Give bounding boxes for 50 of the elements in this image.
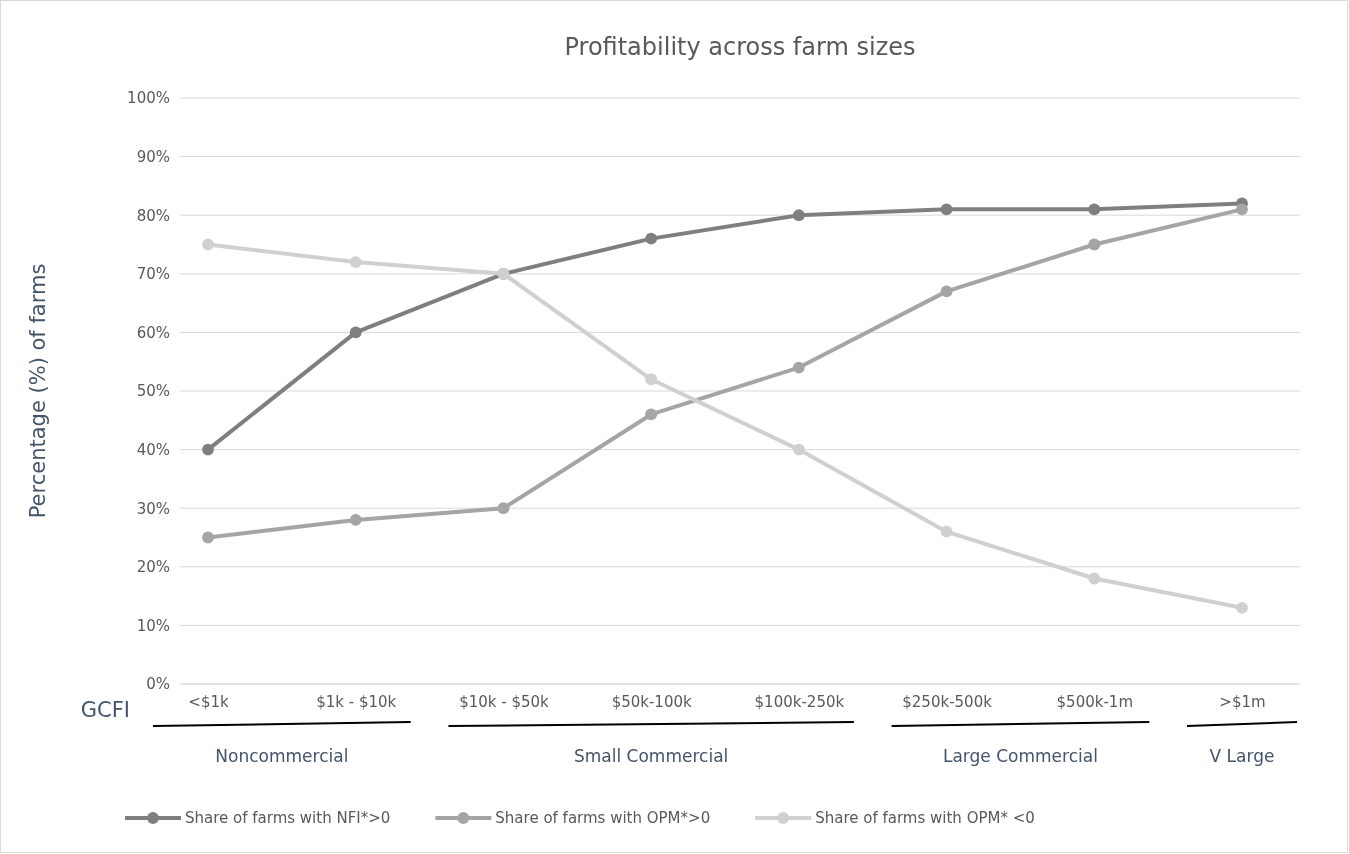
point [1236, 203, 1248, 216]
x-tick-label: $250k-500k [902, 692, 993, 711]
text: Large Commercial [942, 746, 1098, 766]
legend-label: Share of farms with OPM* <0 [815, 809, 1035, 827]
point [497, 502, 510, 515]
y-tick-label: 80% [136, 206, 170, 225]
x-tick-label: $100k-250k [754, 692, 845, 711]
x-tick-label: $500k-1m [1056, 692, 1133, 711]
point [349, 326, 362, 339]
point [940, 285, 953, 298]
text: Small Commercial [573, 746, 729, 766]
x-tick-label: $50k-100k [611, 692, 692, 711]
y-tick-label: 0% [146, 675, 170, 694]
point [792, 443, 805, 456]
point [940, 203, 953, 216]
legend-label: Share of farms with NFI*>0 [185, 809, 391, 827]
legend-label: Share of farms with OPM*>0 [495, 809, 711, 827]
point [1088, 203, 1101, 216]
y-tick-label: 30% [136, 499, 170, 518]
x-tick-label: <$1k [188, 692, 229, 711]
x-tick-label: $1k - $10k [316, 692, 397, 711]
chart-title: Profitability across farm sizes [564, 33, 916, 61]
point [645, 373, 658, 386]
point [1088, 238, 1101, 251]
point [940, 525, 953, 538]
point [349, 514, 362, 526]
point [202, 531, 214, 544]
point [349, 256, 362, 268]
x-tick-label: >$1m [1219, 692, 1266, 711]
y-axis-title: Percentage (%) of farms [26, 263, 50, 519]
point [1088, 572, 1101, 585]
point [645, 232, 658, 245]
point [792, 209, 805, 222]
text: V Large [1209, 746, 1275, 766]
point [1236, 601, 1248, 614]
y-tick-label: 70% [136, 265, 170, 284]
point [792, 361, 805, 374]
text: Noncommercial [215, 746, 349, 766]
y-tick-label: 10% [136, 616, 170, 635]
y-tick-label: 40% [136, 440, 170, 459]
point [202, 238, 214, 251]
y-tick-label: 20% [136, 558, 170, 577]
y-tick-label: 60% [136, 323, 170, 342]
text: GCFI [80, 698, 130, 722]
y-tick-label: 90% [136, 147, 170, 166]
point [202, 443, 214, 456]
x-tick-label: $10k - $50k [459, 692, 550, 711]
y-tick-label: 100% [127, 89, 170, 108]
point [645, 408, 658, 421]
y-tick-label: 50% [136, 382, 170, 401]
